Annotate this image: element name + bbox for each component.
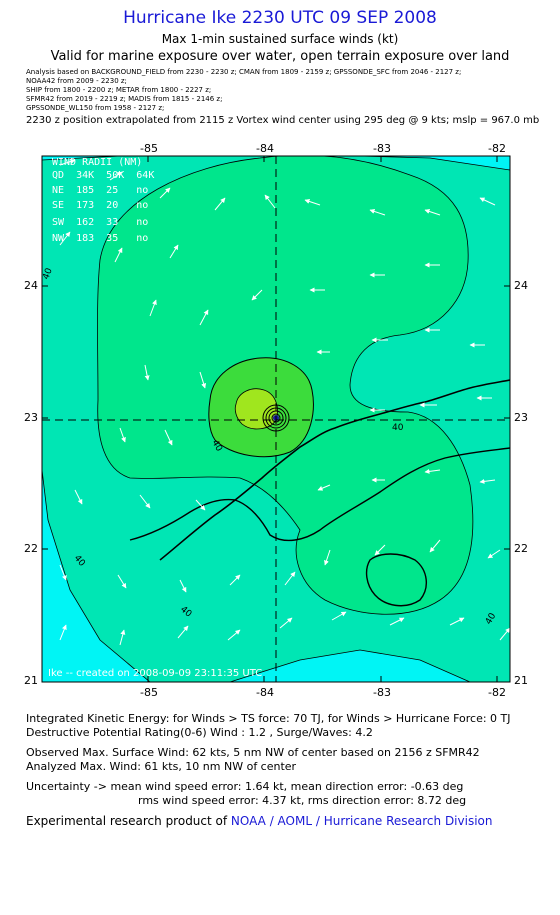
analysis-line: GPSSONDE_WL150 from 1958 - 2127 z; [26,104,165,112]
lon-label-top: -84 [256,142,274,155]
axis-ticks [42,156,510,682]
uncertainty-mean-line: Uncertainty -> mean wind speed error: 1.… [26,780,464,793]
position-note: 2230 z position extrapolated from 2115 z… [26,115,540,126]
lat-label-left: 21 [24,674,38,687]
wind-radii-columns: QD 34K 50K 64K [52,170,155,181]
map-frame [41,155,511,683]
hrd-link[interactable]: NOAA / AOML / Hurricane Research Divisio… [230,814,493,828]
wind-radii-row: SE 173 20 no [52,200,149,211]
lat-label-right: 24 [514,279,528,292]
lat-label-left: 22 [24,542,38,555]
cuba-coastline [159,379,510,561]
contour-label: 40 [41,267,54,281]
isle-of-youth-coastline [365,553,427,607]
lon-label-top: -82 [488,142,506,155]
ike-energy-line: Integrated Kinetic Energy: for Winds > T… [26,712,511,725]
analysis-line: NOAA42 from 2009 - 2230 z; [26,77,127,85]
lon-label-top: -83 [373,142,391,155]
lat-label-right: 21 [514,674,528,687]
analyzed-max-wind-line: Analyzed Max. Wind: 61 kts, 10 nm NW of … [26,760,297,773]
lon-label-bottom: -82 [488,686,506,699]
uncertainty-rms-line: rms wind speed error: 4.37 kt, rms direc… [138,794,467,807]
observed-max-wind-line: Observed Max. Surface Wind: 62 kts, 5 nm… [26,746,480,759]
product-credit-prefix: Experimental research product of [26,814,231,828]
lon-label-bottom: -84 [256,686,274,699]
lat-label-left: 23 [24,411,38,424]
destructive-potential-line: Destructive Potential Rating(0-6) Wind :… [26,726,373,739]
analysis-line: SHIP from 1800 - 2200 z; METAR from 1800… [26,86,212,94]
lon-label-bottom: -85 [140,686,158,699]
analysis-line: SFMR42 from 2019 - 2219 z; MADIS from 18… [26,95,223,103]
product-credit: Experimental research product of NOAA / … [26,814,511,828]
wind-radii-row: SW 162 33 no [52,217,149,228]
subtitle-wind-units: Max 1-min sustained surface winds (kt) [161,32,399,46]
lon-label-bottom: -83 [373,686,391,699]
contour-label: 40 [392,423,404,433]
cuba-south-coast [129,447,510,542]
lon-label-top: -85 [140,142,158,155]
analysis-line: Analysis based on BACKGROUND_FIELD from … [26,68,462,76]
wind-radii-row: NW 183 35 no [52,233,149,244]
footer-stats: Integrated Kinetic Energy: for Winds > T… [26,712,511,828]
page-title: Hurricane Ike 2230 UTC 09 SEP 2008 [123,8,437,28]
subtitle-exposure: Valid for marine exposure over water, op… [50,49,510,64]
map-credit: Ike -- created on 2008-09-09 23:11:35 UT… [48,668,262,679]
lat-label-left: 24 [24,279,38,292]
lat-label-right: 22 [514,542,528,555]
wind-vectors [59,159,510,646]
lat-label-right: 23 [514,411,528,424]
wind-radii-header: WIND RADII (NM) [52,157,143,168]
wind-radii-row: NE 185 25 no [52,185,149,196]
